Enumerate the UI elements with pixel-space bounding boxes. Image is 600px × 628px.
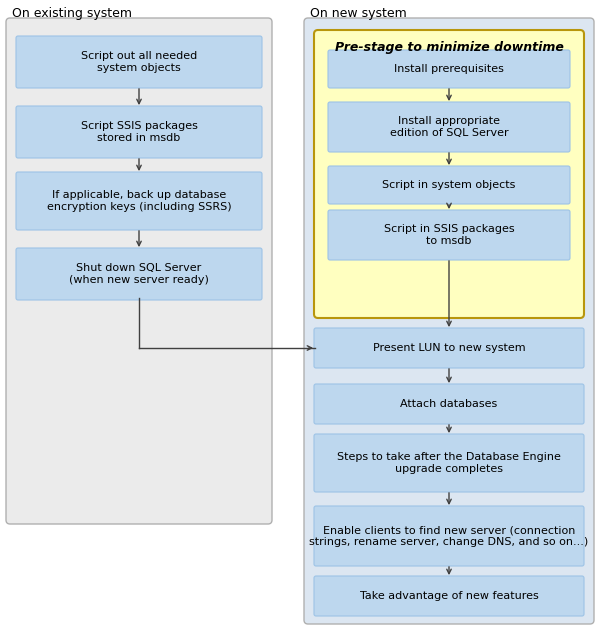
Text: If applicable, back up database
encryption keys (including SSRS): If applicable, back up database encrypti…: [47, 190, 232, 212]
FancyBboxPatch shape: [16, 248, 262, 300]
FancyBboxPatch shape: [314, 30, 584, 318]
Text: Script in system objects: Script in system objects: [382, 180, 515, 190]
FancyBboxPatch shape: [16, 106, 262, 158]
FancyBboxPatch shape: [328, 166, 570, 204]
Text: Install prerequisites: Install prerequisites: [394, 64, 504, 74]
Text: Pre-stage to minimize downtime: Pre-stage to minimize downtime: [335, 41, 563, 55]
Text: Script SSIS packages
stored in msdb: Script SSIS packages stored in msdb: [80, 121, 197, 143]
FancyBboxPatch shape: [314, 384, 584, 424]
FancyBboxPatch shape: [328, 50, 570, 88]
Text: On new system: On new system: [310, 6, 407, 19]
FancyBboxPatch shape: [314, 434, 584, 492]
FancyBboxPatch shape: [16, 36, 262, 88]
FancyBboxPatch shape: [314, 576, 584, 616]
FancyBboxPatch shape: [6, 18, 272, 524]
FancyBboxPatch shape: [314, 328, 584, 368]
Text: Script in SSIS packages
to msdb: Script in SSIS packages to msdb: [383, 224, 514, 246]
FancyBboxPatch shape: [328, 210, 570, 260]
FancyBboxPatch shape: [304, 18, 594, 624]
Text: On existing system: On existing system: [12, 6, 132, 19]
FancyBboxPatch shape: [314, 506, 584, 566]
Text: Enable clients to find new server (connection
strings, rename server, change DNS: Enable clients to find new server (conne…: [310, 525, 589, 547]
Text: Script out all needed
system objects: Script out all needed system objects: [81, 51, 197, 73]
Text: Shut down SQL Server
(when new server ready): Shut down SQL Server (when new server re…: [69, 263, 209, 285]
Text: Attach databases: Attach databases: [400, 399, 497, 409]
Text: Steps to take after the Database Engine
upgrade completes: Steps to take after the Database Engine …: [337, 452, 561, 474]
Text: Present LUN to new system: Present LUN to new system: [373, 343, 526, 353]
FancyBboxPatch shape: [16, 172, 262, 230]
Text: Take advantage of new features: Take advantage of new features: [359, 591, 538, 601]
FancyBboxPatch shape: [328, 102, 570, 152]
Text: Install appropriate
edition of SQL Server: Install appropriate edition of SQL Serve…: [389, 116, 508, 138]
